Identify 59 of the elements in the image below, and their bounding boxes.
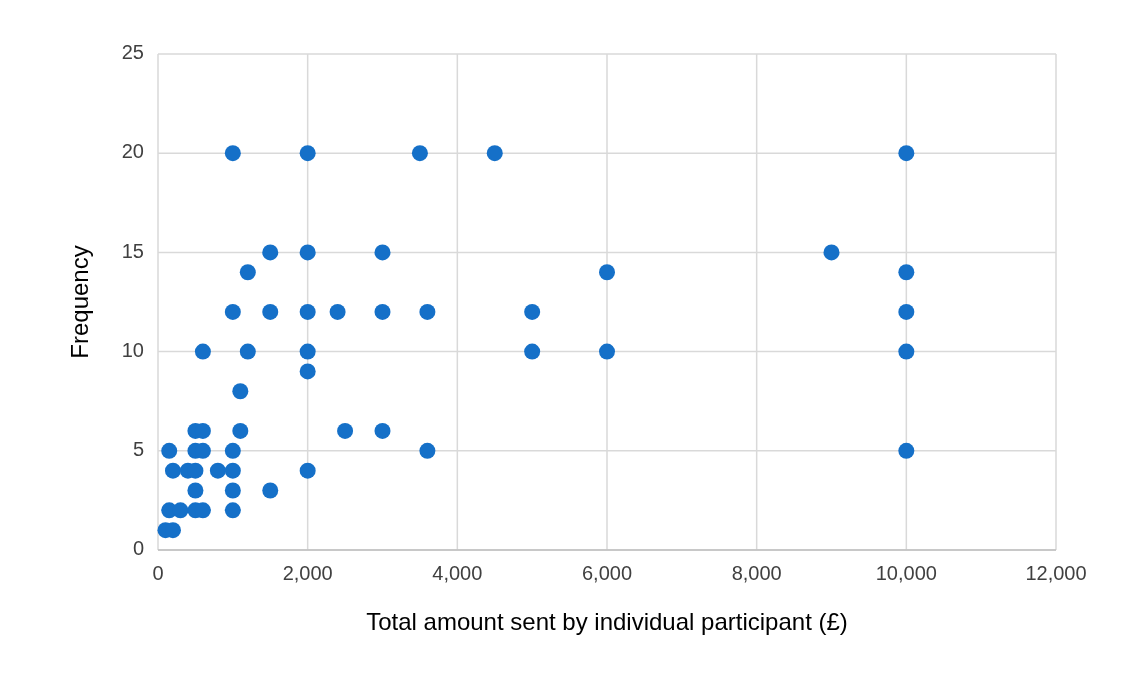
point [262, 482, 279, 499]
point [599, 264, 615, 281]
point [224, 303, 241, 320]
point [161, 442, 178, 459]
point [164, 462, 181, 479]
point [194, 343, 211, 360]
point [299, 145, 316, 162]
point [898, 442, 915, 459]
point [187, 482, 204, 499]
point [599, 343, 615, 360]
y-tick-label: 15 [121, 239, 144, 262]
point [898, 264, 915, 281]
x-tick-label: 12,000 [1025, 562, 1087, 584]
point [374, 244, 391, 261]
point [419, 442, 436, 459]
point [299, 363, 316, 380]
point [299, 244, 316, 261]
x-tick-label: 2,000 [282, 562, 333, 584]
x-tick-label: 0 [152, 562, 164, 584]
point [239, 343, 256, 360]
point [224, 145, 241, 162]
y-tick-label: 10 [121, 338, 144, 361]
point [224, 482, 241, 499]
point [337, 422, 354, 439]
point [524, 343, 541, 360]
point [224, 502, 241, 519]
point [898, 343, 915, 360]
point [898, 303, 915, 320]
point [262, 244, 279, 261]
x-tick-label: 8,000 [731, 562, 782, 584]
point [374, 303, 391, 320]
point [232, 383, 249, 400]
x-tick-label: 10,000 [875, 562, 937, 584]
point [299, 462, 316, 479]
point [239, 264, 256, 281]
point [299, 303, 316, 320]
point [262, 303, 279, 320]
point [419, 303, 436, 320]
y-tick-label: 5 [132, 438, 144, 461]
point [224, 442, 241, 459]
x-tick-label: 6,000 [581, 562, 633, 584]
point [209, 462, 226, 479]
x-axis-title: Total amount sent by individual participant (£) [366, 608, 848, 635]
y-tick-label: 25 [121, 41, 144, 64]
point [329, 303, 346, 320]
y-axis-title: Frequency [66, 245, 93, 359]
point [374, 422, 391, 439]
point [486, 145, 503, 162]
point [524, 303, 541, 320]
point [172, 502, 189, 519]
y-tick-label: 0 [132, 537, 144, 560]
point [823, 244, 840, 261]
point [232, 422, 249, 439]
point [299, 343, 316, 360]
point [411, 145, 428, 162]
x-tick-label: 4,000 [432, 562, 483, 584]
point [224, 462, 241, 479]
y-tick-label: 20 [121, 140, 144, 163]
point [898, 145, 915, 162]
